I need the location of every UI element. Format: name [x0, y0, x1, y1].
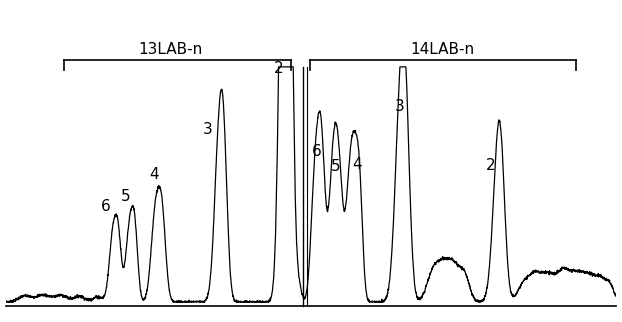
Text: 2: 2	[274, 61, 284, 76]
Text: 13LAB-n: 13LAB-n	[139, 43, 203, 57]
Text: 4: 4	[353, 156, 362, 172]
Text: 4: 4	[149, 167, 159, 182]
Text: 3: 3	[203, 122, 212, 137]
Text: 6: 6	[312, 144, 322, 159]
Text: 6: 6	[101, 199, 111, 214]
Text: 3: 3	[395, 99, 405, 114]
Text: 2: 2	[485, 158, 495, 173]
Text: 5: 5	[330, 159, 340, 174]
Text: 5: 5	[121, 189, 131, 204]
Text: 14LAB-n: 14LAB-n	[410, 43, 474, 57]
